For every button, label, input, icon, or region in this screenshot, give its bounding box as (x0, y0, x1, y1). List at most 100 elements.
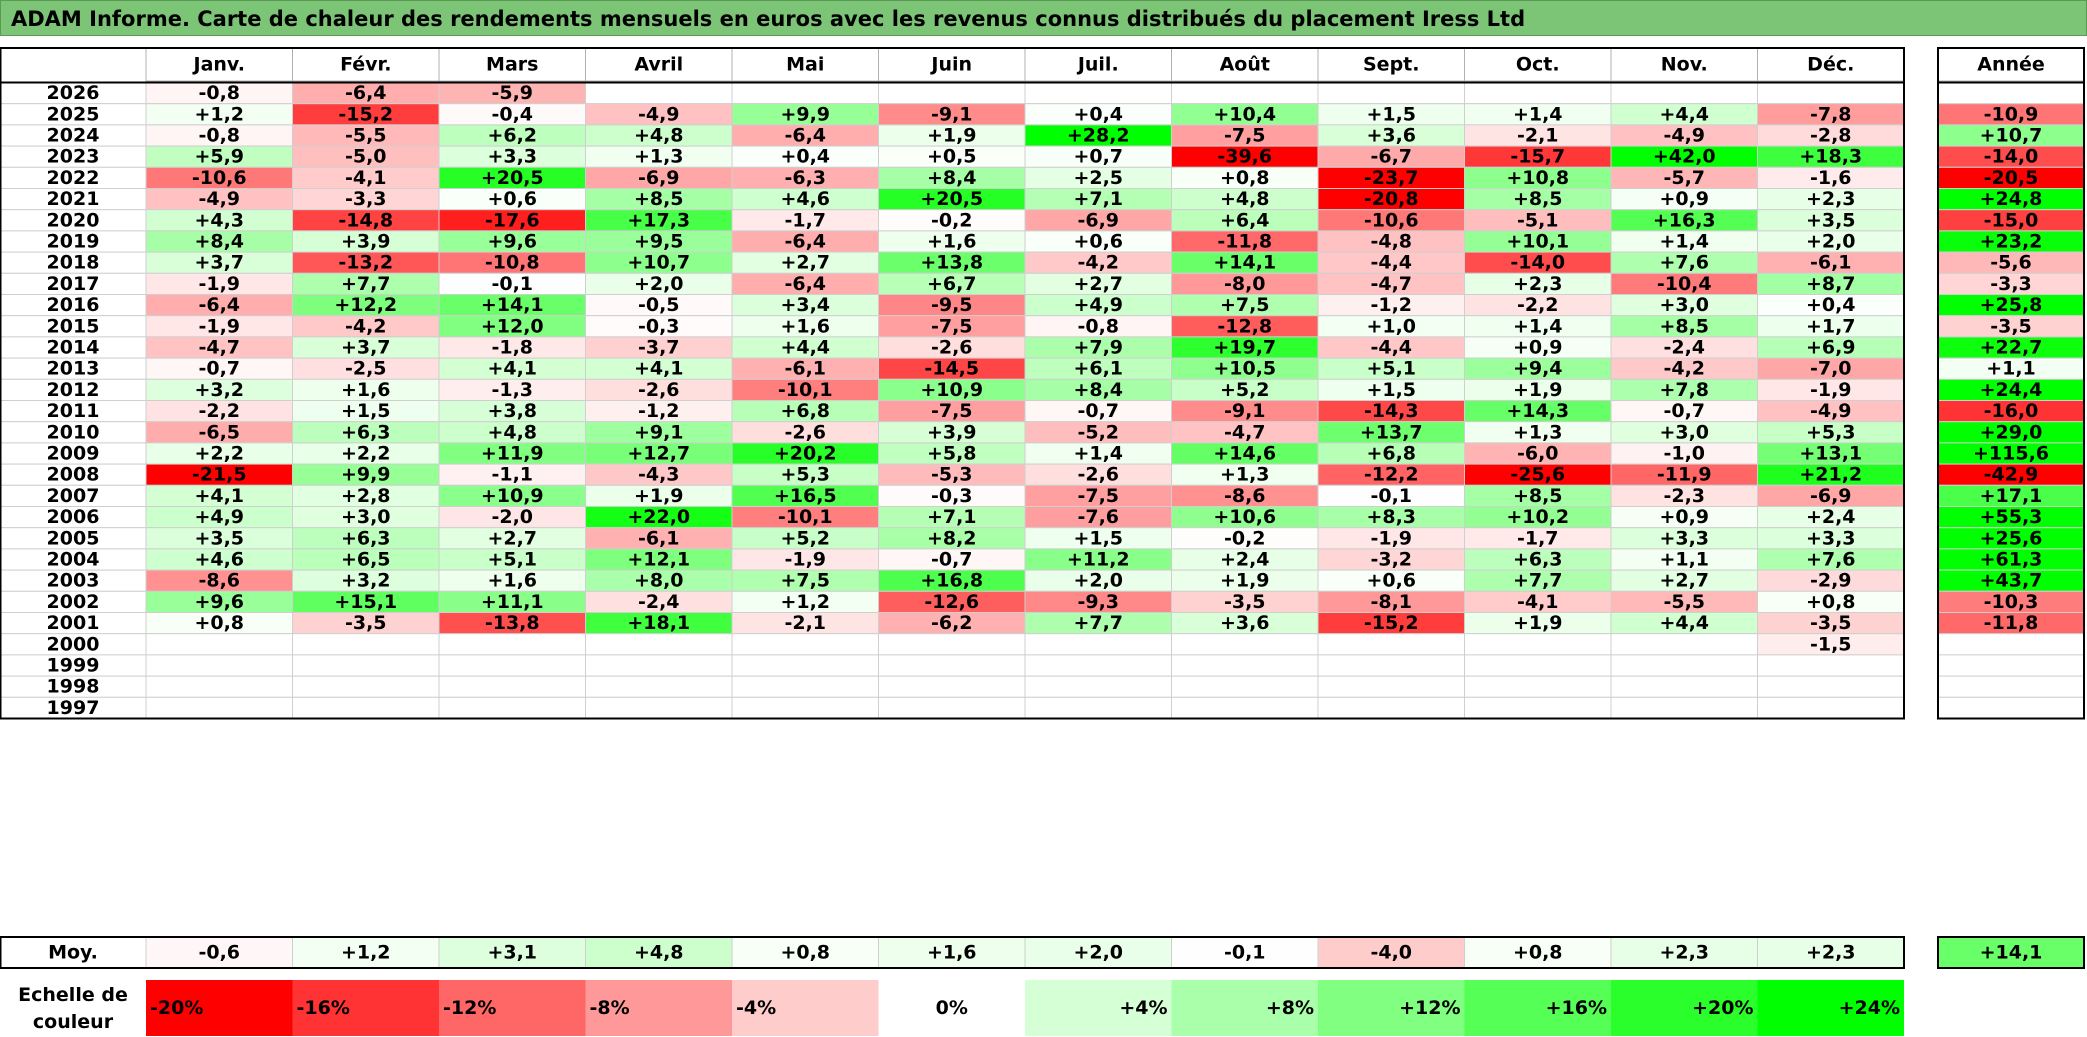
data-label: +3,0 (1659, 294, 1709, 316)
data-label: -6,4 (784, 273, 826, 295)
heatmap-cell (1317, 696, 1465, 719)
heatmap-cell (1610, 82, 1758, 105)
data-label: +0,7 (1073, 146, 1123, 168)
annual-label: +25,8 (1980, 294, 2043, 316)
average-annual-cell (1937, 936, 2085, 969)
data-label: -1,3 (491, 379, 533, 401)
annual-label: +61,3 (1980, 549, 2043, 571)
data-label: -3,7 (638, 337, 680, 359)
heatmap-cell (438, 696, 586, 719)
data-label: +1,5 (341, 400, 391, 422)
data-label: +1,6 (927, 231, 977, 253)
heatmap-cell (1610, 633, 1758, 656)
header-cell (585, 47, 733, 82)
data-label: -3,5 (1810, 612, 1852, 634)
data-label: -1,0 (1663, 443, 1705, 465)
heatmap-cell (145, 633, 293, 656)
annual-label: +24,4 (1980, 379, 2043, 401)
heatmap-cell (145, 675, 293, 698)
data-label: -6,4 (198, 294, 240, 316)
average-frame (0, 936, 1905, 969)
column-label: Janv. (192, 54, 245, 76)
scale-label: -4% (736, 997, 776, 1019)
data-label: +1,1 (1659, 549, 1709, 571)
data-label: +42,0 (1653, 146, 1716, 168)
data-label: +12,2 (334, 294, 397, 316)
data-label: +5,2 (780, 527, 830, 549)
data-label: +2,5 (1073, 167, 1123, 189)
annual-label: +55,3 (1980, 506, 2043, 528)
data-label: +3,2 (341, 570, 391, 592)
data-label: -8,1 (1370, 591, 1412, 613)
data-label: -2,2 (1517, 294, 1559, 316)
data-label: -0,7 (1663, 400, 1705, 422)
data-label: -9,5 (931, 294, 973, 316)
data-label: -1,1 (491, 464, 533, 486)
data-label: +9,6 (487, 231, 537, 253)
data-label: +4,8 (487, 421, 537, 443)
data-label: -7,8 (1810, 103, 1852, 125)
annual-label: +43,7 (1980, 570, 2043, 592)
heatmap-cell (878, 654, 1026, 677)
data-label: -6,9 (1077, 209, 1119, 231)
heatmap-cell (1464, 654, 1612, 677)
data-label: +21,2 (1799, 464, 1862, 486)
data-label: +4,4 (1659, 612, 1709, 634)
heatmap-cell (585, 696, 733, 719)
annual-label: -3,5 (1990, 315, 2032, 337)
data-label: +1,5 (1366, 379, 1416, 401)
data-label: -21,5 (192, 464, 247, 486)
column-label: Sept. (1363, 54, 1419, 76)
annual-label: -5,6 (1990, 252, 2032, 274)
data-label: -6,9 (638, 167, 680, 189)
data-label: -6,4 (784, 231, 826, 253)
data-label: +28,2 (1067, 125, 1130, 147)
scale-label: 0% (936, 997, 968, 1019)
data-label: +6,8 (780, 400, 830, 422)
average-value: +3,1 (487, 942, 537, 964)
average-value: -0,6 (198, 942, 240, 964)
data-label: +7,1 (927, 506, 977, 528)
data-label: +12,7 (627, 443, 690, 465)
data-label: +1,2 (194, 103, 244, 125)
data-label: +7,8 (1659, 379, 1709, 401)
data-label: +3,0 (1659, 421, 1709, 443)
average-cell (1317, 936, 1465, 969)
data-label: -0,8 (198, 125, 240, 147)
data-label: +7,5 (780, 570, 830, 592)
heatmap-cell (145, 696, 293, 719)
heatmap-cell (1171, 654, 1319, 677)
column-label: Oct. (1516, 54, 1560, 76)
heatmap-cell (292, 696, 440, 719)
data-label: -2,1 (1517, 125, 1559, 147)
data-label: +6,8 (1366, 443, 1416, 465)
annual-label: -20,5 (1984, 167, 2039, 189)
data-label: -11,8 (1217, 231, 1272, 253)
data-label: +5,2 (1220, 379, 1270, 401)
scale-label: -8% (590, 997, 630, 1019)
annual-cell (1937, 696, 2085, 719)
column-label: Févr. (340, 54, 391, 76)
data-label: +5,3 (780, 464, 830, 486)
data-label: -6,1 (638, 527, 680, 549)
data-label: -7,5 (1077, 485, 1119, 507)
data-label: +1,2 (780, 591, 830, 613)
data-label: +4,3 (194, 209, 244, 231)
average-value: +2,3 (1806, 942, 1856, 964)
data-label: +3,7 (341, 337, 391, 359)
data-label: +0,6 (1366, 570, 1416, 592)
data-label: +2,7 (780, 252, 830, 274)
data-label: +0,9 (1659, 506, 1709, 528)
data-label: -5,5 (1663, 591, 1705, 613)
data-label: +7,5 (1220, 294, 1270, 316)
data-label: -8,6 (198, 570, 240, 592)
average-value: +2,0 (1073, 942, 1123, 964)
data-label: +8,0 (634, 570, 684, 592)
data-label: +6,4 (1220, 209, 1270, 231)
data-label: -2,6 (1077, 464, 1119, 486)
data-label: +0,4 (1073, 103, 1123, 125)
data-label: -4,1 (1517, 591, 1559, 613)
row-label: 2025 (47, 103, 100, 125)
data-label: -13,8 (485, 612, 540, 634)
data-label: -11,9 (1657, 464, 1712, 486)
